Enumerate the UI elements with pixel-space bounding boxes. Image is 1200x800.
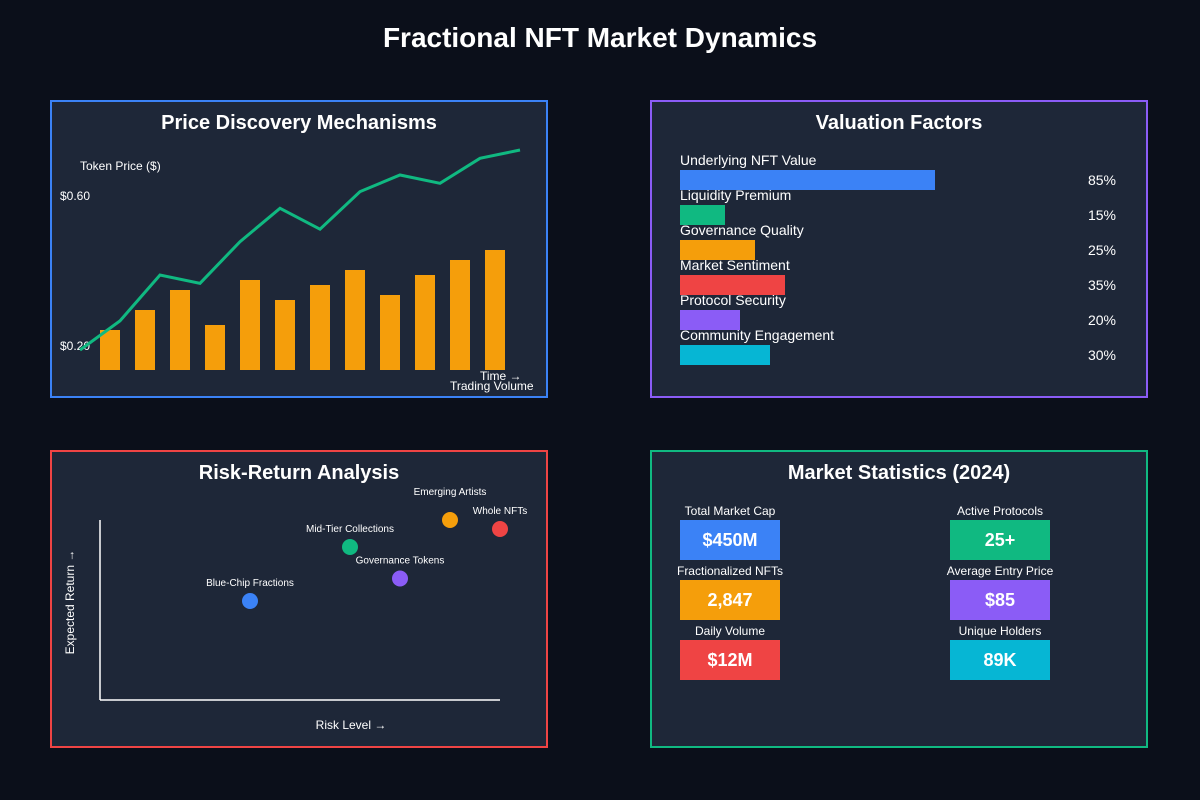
volume-bar bbox=[450, 260, 470, 370]
stat-label: Daily Volume bbox=[694, 624, 766, 638]
factor-label: Liquidity Premium bbox=[680, 187, 792, 203]
stat-label: Total Market Cap bbox=[684, 504, 776, 518]
scatter-point bbox=[392, 570, 408, 587]
volume-bar bbox=[205, 325, 225, 370]
stat-label: Average Entry Price bbox=[946, 564, 1054, 578]
market-statistics-panel: Market Statistics (2024) Total Market Ca… bbox=[650, 450, 1148, 748]
factor-percent: 25% bbox=[1087, 242, 1116, 258]
factor-bar bbox=[680, 205, 725, 225]
scatter-point bbox=[342, 539, 358, 555]
stat-label: Active Protocols bbox=[956, 504, 1044, 518]
factor-label: Protocol Security bbox=[680, 292, 786, 308]
factor-bar bbox=[680, 310, 740, 330]
stat-value: 25+ bbox=[950, 520, 1050, 560]
volume-label: Trading Volume bbox=[450, 379, 534, 393]
volume-bar bbox=[275, 300, 295, 370]
x-axis-label: Time → bbox=[480, 369, 522, 383]
stat-value: 2,847 bbox=[680, 580, 780, 620]
factor-label: Market Sentiment bbox=[680, 257, 790, 273]
volume-bar bbox=[310, 285, 330, 370]
volume-bar bbox=[135, 310, 155, 370]
factor-bar bbox=[680, 240, 755, 260]
stat-label: Fractionalized NFTs bbox=[676, 564, 784, 578]
point-label: Blue-Chip Fractions bbox=[206, 578, 294, 589]
y-axis-label: Token Price ($) bbox=[80, 159, 161, 173]
factor-percent: 20% bbox=[1087, 312, 1116, 328]
risk-chart: Blue-Chip Fractions Mid-Tier Collections G… bbox=[99, 487, 527, 701]
factor-percent: 30% bbox=[1087, 347, 1116, 363]
stat-label: Unique Holders bbox=[958, 624, 1042, 638]
stat-value: 89K bbox=[950, 640, 1050, 680]
point-label: Governance Tokens bbox=[356, 556, 445, 567]
factor-percent: 85% bbox=[1087, 172, 1116, 188]
volume-bar bbox=[100, 330, 120, 370]
x-axis-label: Risk Level → bbox=[315, 718, 387, 732]
point-label: Emerging Artists bbox=[414, 487, 487, 498]
factor-bar bbox=[680, 345, 770, 365]
factor-bar bbox=[680, 275, 785, 295]
stat-value: $450M bbox=[680, 520, 780, 560]
factor-label: Underlying NFT Value bbox=[680, 152, 817, 168]
price-discovery-panel: Price Discovery Mechanisms Token Price (… bbox=[50, 100, 548, 398]
price-chart bbox=[79, 148, 521, 370]
factor-percent: 35% bbox=[1087, 277, 1116, 293]
valuation-factors-panel: Valuation Factors Underlying NFT Value 85… bbox=[650, 100, 1148, 398]
panel-title: Price Discovery Mechanisms bbox=[161, 112, 437, 134]
panel-title: Valuation Factors bbox=[815, 112, 983, 134]
panel-title: Market Statistics (2024) bbox=[787, 462, 1011, 484]
page-title: Fractional NFT Market Dynamics bbox=[382, 22, 818, 53]
volume-bar bbox=[485, 250, 505, 370]
volume-bar bbox=[170, 290, 190, 370]
volume-bar bbox=[380, 295, 400, 370]
stat-value: $12M bbox=[680, 640, 780, 680]
scatter-point bbox=[492, 521, 508, 537]
volume-bar bbox=[345, 270, 365, 370]
volume-bar bbox=[240, 280, 260, 370]
scatter-point bbox=[242, 593, 258, 609]
point-label: Whole NFTs bbox=[473, 506, 527, 517]
factor-bar bbox=[680, 170, 935, 190]
factor-percent: 15% bbox=[1087, 207, 1116, 223]
volume-bar bbox=[415, 275, 435, 370]
y-axis-label: Expected Return → bbox=[63, 549, 77, 655]
tick-label-high: $0.60 bbox=[60, 189, 91, 203]
scatter-point bbox=[442, 512, 458, 528]
factor-label: Governance Quality bbox=[680, 222, 804, 238]
factor-label: Community Engagement bbox=[680, 327, 835, 343]
stat-value: $85 bbox=[950, 580, 1050, 620]
risk-return-panel: Risk-Return Analysis Blue-Chip Fractions… bbox=[50, 450, 548, 748]
panel-title: Risk-Return Analysis bbox=[198, 462, 400, 484]
price-line bbox=[79, 148, 521, 352]
point-label: Mid-Tier Collections bbox=[306, 524, 394, 535]
